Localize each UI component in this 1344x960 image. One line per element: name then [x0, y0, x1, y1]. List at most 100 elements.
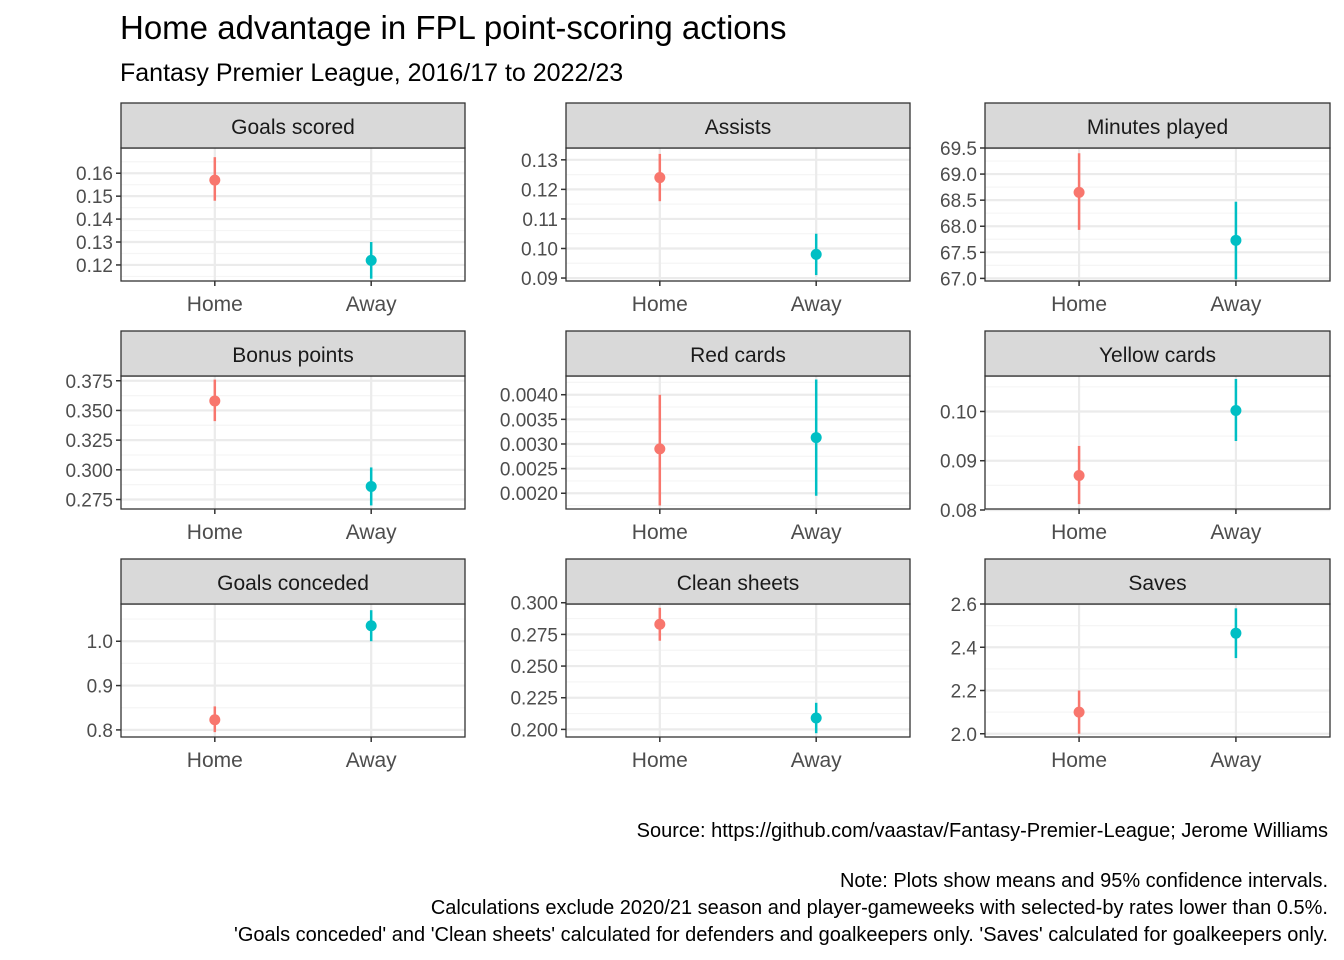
x-tick-label: Home	[187, 749, 243, 772]
x-tick-label: Home	[187, 521, 243, 544]
facet-strip-label: Minutes played	[1087, 116, 1228, 139]
mean-point-home	[654, 172, 666, 184]
x-tick-label: Home	[1051, 521, 1107, 544]
y-tick-label: 0.200	[510, 720, 558, 741]
caption-note-line-1: Note: Plots show means and 95% confidenc…	[839, 870, 1328, 892]
facet-strip	[565, 102, 911, 149]
mean-point-away	[1230, 404, 1242, 416]
mean-point-away	[1230, 234, 1242, 246]
facet-strip	[120, 330, 466, 377]
x-tick-label: Away	[1210, 749, 1261, 772]
mean-point-home	[1073, 706, 1085, 718]
y-tick-label: 0.11	[522, 210, 558, 231]
facet-strip-label: Clean sheets	[677, 572, 800, 595]
x-tick-label: Home	[632, 521, 688, 544]
y-tick-label: 67.5	[940, 243, 977, 264]
y-tick-label: 0.0035	[500, 410, 558, 431]
facet-panel: 0.08 0.09 0.10 Yellow cards Home Away	[940, 330, 1331, 544]
panel-background	[566, 376, 910, 509]
x-tick-label: Away	[791, 293, 842, 316]
mean-point-home	[209, 714, 221, 726]
y-tick-label: 0.13	[76, 233, 113, 254]
caption-source: Source: https://github.com/vaastav/Fanta…	[636, 820, 1328, 842]
mean-point-away	[810, 248, 822, 260]
facet-panel: 0.8 0.9 1.0 Goals conceded Home Away	[87, 558, 466, 772]
y-tick-label: 2.2	[951, 682, 977, 703]
y-tick-label: 69.0	[940, 165, 977, 186]
x-tick-label: Away	[791, 521, 842, 544]
facet-panel: 0.275 0.300 0.325 0.350 0.375 Bonus points Hom…	[65, 330, 466, 544]
panel-background	[566, 148, 910, 281]
y-tick-label: 0.300	[65, 461, 113, 482]
y-tick-label: 68.5	[940, 191, 977, 212]
y-tick-label: 0.225	[510, 689, 558, 710]
mean-point-away	[1230, 627, 1242, 639]
y-tick-label: 0.16	[76, 164, 113, 185]
facet-strip-label: Red cards	[690, 344, 786, 367]
facet-strip	[120, 558, 466, 605]
facet-strip	[984, 102, 1331, 149]
x-tick-label: Home	[1051, 749, 1107, 772]
chart-title: Home advantage in FPL point-scoring acti…	[120, 9, 787, 46]
y-tick-label: 2.0	[951, 725, 977, 746]
y-tick-label: 0.8	[87, 721, 113, 742]
y-tick-label: 0.275	[510, 625, 558, 646]
y-tick-label: 0.250	[510, 657, 558, 678]
y-tick-label: 0.10	[521, 239, 558, 260]
chart-subtitle: Fantasy Premier League, 2016/17 to 2022/…	[120, 59, 624, 87]
y-tick-label: 0.0040	[500, 386, 558, 407]
mean-point-away	[365, 480, 377, 492]
facet-strip-label: Goals scored	[231, 116, 355, 139]
mean-point-home	[654, 443, 666, 455]
y-tick-label: 0.9	[87, 677, 113, 698]
y-tick-label: 0.12	[76, 256, 113, 277]
facet-strip	[984, 330, 1331, 377]
y-tick-label: 0.15	[76, 187, 113, 208]
x-tick-label: Away	[346, 521, 397, 544]
x-tick-label: Home	[632, 293, 688, 316]
panel-background	[121, 376, 465, 509]
x-tick-label: Home	[1051, 293, 1107, 316]
caption-note-line-3: 'Goals conceded' and 'Clean sheets' calc…	[234, 924, 1328, 946]
x-tick-label: Home	[632, 749, 688, 772]
facet-strip-label: Saves	[1128, 572, 1186, 595]
facet-panel: 2.0 2.2 2.4 2.6 Saves Home Away	[951, 558, 1331, 772]
y-tick-label: 0.375	[65, 372, 113, 393]
y-tick-label: 0.08	[940, 501, 977, 522]
mean-point-away	[810, 712, 822, 724]
facet-strip	[120, 102, 466, 149]
x-tick-label: Home	[187, 293, 243, 316]
facet-strip-label: Yellow cards	[1099, 344, 1216, 367]
facet-panel: 0.120.130.140.150.16 Goals scored Home Away	[76, 102, 466, 316]
facet-strip	[565, 558, 911, 605]
y-tick-label: 0.09	[940, 452, 977, 473]
facet-grid: 0.120.130.140.150.16 Goals scored Home Away…	[65, 102, 1331, 772]
mean-point-away	[365, 620, 377, 632]
facet-strip-label: Assists	[705, 116, 772, 139]
y-tick-label: 0.325	[65, 431, 113, 452]
mean-point-away	[810, 432, 822, 444]
y-tick-label: 2.4	[951, 638, 978, 659]
x-tick-label: Away	[346, 749, 397, 772]
y-tick-label: 67.0	[940, 269, 977, 290]
y-tick-label: 0.14	[76, 210, 113, 231]
panel-background	[121, 604, 465, 737]
mean-point-away	[365, 254, 377, 266]
mean-point-home	[209, 395, 221, 407]
facet-strip-label: Bonus points	[232, 344, 353, 367]
y-tick-label: 2.6	[951, 595, 977, 616]
facet-strip	[984, 558, 1331, 605]
mean-point-home	[1073, 186, 1085, 198]
mean-point-home	[1073, 470, 1085, 482]
mean-point-home	[654, 618, 666, 630]
y-tick-label: 0.09	[521, 269, 558, 290]
y-tick-label: 0.0020	[500, 484, 558, 505]
facet-strip	[565, 330, 911, 377]
y-tick-label: 0.0030	[500, 435, 558, 456]
x-tick-label: Away	[791, 749, 842, 772]
caption-note-line-2: Calculations exclude 2020/21 season and …	[430, 897, 1328, 919]
facet-panel: 0.0020 0.0025 0.0030 0.0035 0.0040 Red cards H…	[500, 330, 911, 544]
panel-background	[985, 604, 1330, 737]
y-tick-label: 0.275	[65, 491, 113, 512]
y-tick-label: 69.5	[940, 139, 977, 160]
